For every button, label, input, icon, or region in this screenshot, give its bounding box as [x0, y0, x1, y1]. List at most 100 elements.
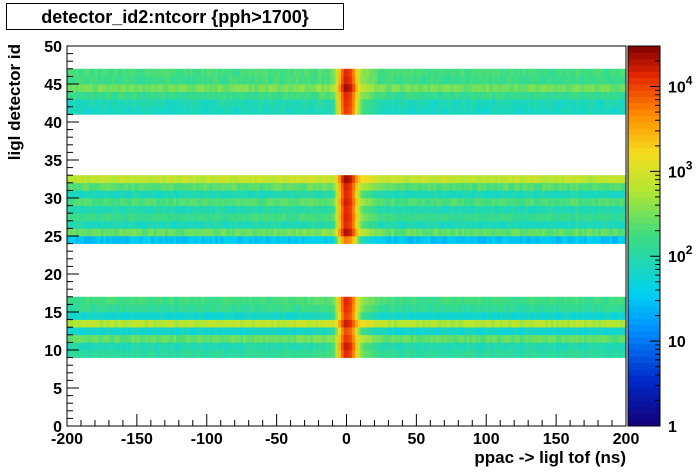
heatmap-cell: [159, 296, 163, 305]
heatmap-cell: [178, 236, 182, 244]
heatmap-cell: [321, 334, 325, 343]
heatmap-cell: [145, 91, 149, 100]
heatmap-cell: [377, 190, 381, 199]
heatmap-cell: [612, 312, 616, 320]
heatmap-cell: [346, 175, 350, 184]
heatmap-cell: [360, 68, 364, 77]
heatmap-cell: [500, 190, 504, 199]
heatmap-cell: [184, 228, 188, 237]
heatmap-cell: [72, 296, 76, 305]
heatmap-cell: [106, 304, 110, 313]
heatmap-cell: [72, 190, 76, 199]
heatmap-cell: [533, 350, 537, 358]
heatmap-cell: [310, 213, 314, 222]
heatmap-cell: [623, 304, 627, 313]
heatmap-cell: [564, 236, 568, 244]
heatmap-cell: [301, 220, 305, 229]
heatmap-cell: [106, 213, 110, 222]
heatmap-cell: [94, 205, 99, 214]
heatmap-cell: [530, 304, 535, 313]
heatmap-cell: [201, 106, 205, 115]
heatmap-cell: [117, 205, 121, 214]
heatmap-cell: [329, 296, 333, 305]
heatmap-cell: [603, 304, 607, 313]
heatmap-cell: [475, 350, 479, 358]
heatmap-cell: [304, 68, 308, 77]
heatmap-cell: [192, 304, 196, 313]
heatmap-cell: [578, 319, 582, 328]
heatmap-cell: [153, 91, 157, 100]
heatmap-cell: [620, 190, 624, 199]
heatmap-cell: [595, 106, 599, 115]
heatmap-cell: [419, 296, 423, 305]
heatmap-cell: [287, 76, 291, 85]
heatmap-cell: [114, 182, 118, 191]
heatmap-cell: [304, 76, 308, 85]
heatmap-cell: [343, 99, 347, 108]
heatmap-cell: [435, 175, 440, 184]
heatmap-cell: [251, 91, 255, 100]
heatmap-cell: [449, 84, 454, 92]
heatmap-cell: [505, 76, 510, 85]
heatmap-cell: [410, 182, 414, 191]
heatmap-cell: [271, 175, 275, 184]
heatmap-cell: [162, 76, 166, 85]
heatmap-cell: [251, 84, 255, 92]
heatmap-cell: [69, 319, 73, 328]
heatmap-cell: [572, 236, 577, 244]
heatmap-cell: [494, 236, 498, 244]
heatmap-cell: [553, 296, 557, 305]
heatmap-cell: [558, 205, 563, 214]
heatmap-cell: [525, 205, 529, 214]
heatmap-cell: [153, 296, 157, 305]
heatmap-cell: [237, 334, 241, 343]
heatmap-cell: [528, 99, 532, 108]
heatmap-cell: [572, 198, 577, 206]
heatmap-cell: [251, 342, 255, 351]
heatmap-cell: [142, 76, 146, 85]
heatmap-cell: [217, 312, 222, 320]
heatmap-cell: [500, 236, 504, 244]
heatmap-cell: [475, 312, 479, 320]
heatmap-cell: [530, 213, 535, 222]
heatmap-cell: [120, 319, 124, 328]
heatmap-cell: [497, 228, 501, 237]
heatmap-cell: [268, 228, 272, 237]
heatmap-cell: [72, 220, 76, 229]
heatmap-cell: [231, 99, 236, 108]
heatmap-cell: [89, 350, 93, 358]
heatmap-cell: [282, 84, 286, 92]
heatmap-cell: [603, 198, 607, 206]
heatmap-cell: [620, 334, 624, 343]
heatmap-cell: [326, 84, 331, 92]
heatmap-cell: [530, 76, 535, 85]
heatmap-cell: [75, 84, 79, 92]
heatmap-cell: [170, 334, 174, 343]
heatmap-cell: [273, 190, 278, 199]
heatmap-cell: [396, 198, 401, 206]
heatmap-cell: [371, 68, 375, 77]
heatmap-cell: [326, 220, 331, 229]
heatmap-cell: [354, 91, 359, 100]
heatmap-cell: [620, 68, 624, 77]
heatmap-cell: [366, 205, 370, 214]
heatmap-cell: [290, 175, 294, 184]
heatmap-cell: [254, 228, 258, 237]
heatmap-cell: [438, 327, 442, 336]
heatmap-cell: [377, 198, 381, 206]
heatmap-cell: [245, 304, 250, 313]
heatmap-cell: [159, 342, 163, 351]
heatmap-cell: [307, 76, 311, 85]
heatmap-cell: [567, 182, 571, 191]
heatmap-cell: [528, 296, 532, 305]
heatmap-cell: [301, 198, 305, 206]
heatmap-cell: [430, 91, 434, 100]
heatmap-cell: [251, 198, 255, 206]
heatmap-cell: [67, 84, 71, 92]
heatmap-cell: [466, 76, 470, 85]
heatmap-cell: [298, 236, 303, 244]
heatmap-cell: [530, 175, 535, 184]
heatmap-cell: [380, 342, 384, 351]
heatmap-cell: [536, 198, 540, 206]
heatmap-cell: [539, 91, 543, 100]
